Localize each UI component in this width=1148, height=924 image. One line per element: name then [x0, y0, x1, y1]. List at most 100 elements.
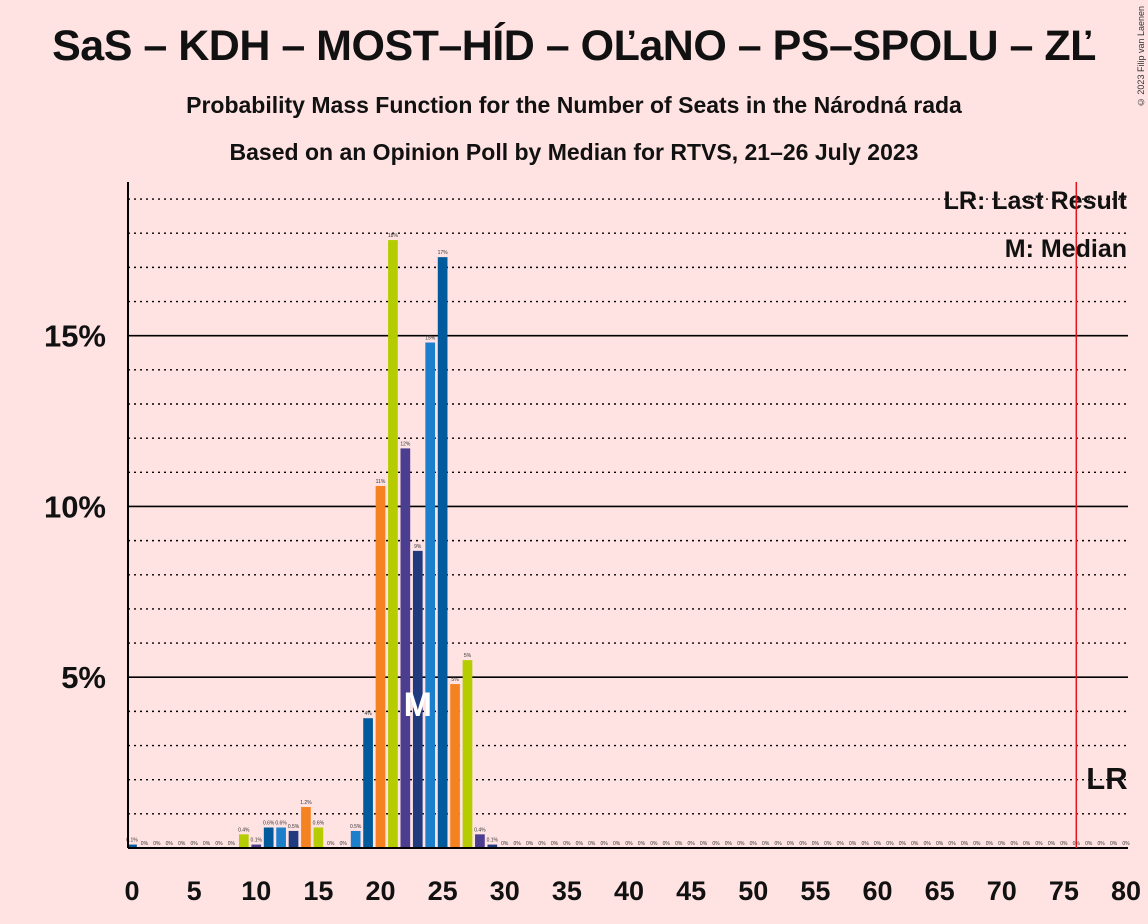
bar-label: 17%: [438, 250, 449, 256]
bar: [251, 844, 262, 848]
x-tick-label: 75: [1049, 876, 1079, 906]
y-tick-label: 10%: [44, 489, 106, 524]
bar-label: 0%: [1011, 841, 1019, 847]
bar: [276, 827, 286, 848]
bar-label: 12%: [400, 441, 411, 447]
bar-label: 0%: [712, 841, 720, 847]
x-tick-label: 50: [738, 876, 768, 906]
x-axis-ticks: 0 5 10 15 20 25 30 35 40 45 50 55 60 65 70 75 80: [124, 876, 1141, 906]
bar-label: 0%: [812, 841, 820, 847]
bar-label: 0%: [948, 841, 956, 847]
bar-label: 0%: [998, 841, 1006, 847]
bar-label: 0%: [228, 841, 236, 847]
bar-label: 0%: [774, 841, 782, 847]
bar-label: 0.4%: [474, 827, 486, 833]
x-tick-label: 45: [676, 876, 706, 906]
bar-label: 0%: [625, 841, 633, 847]
chart-subtitle-source: Based on an Opinion Poll by Median for R…: [229, 139, 919, 165]
last-result-label: LR: [1086, 761, 1127, 796]
x-tick-label: 35: [552, 876, 582, 906]
bar: [363, 718, 373, 848]
bar-label: 0%: [215, 841, 223, 847]
x-tick-label: 40: [614, 876, 644, 906]
bar: [437, 257, 448, 849]
y-tick-label: 15%: [44, 319, 106, 354]
bar: [412, 550, 423, 848]
bar-label: 0%: [1035, 841, 1043, 847]
bar-label: 4%: [364, 711, 372, 717]
bar: [313, 827, 324, 848]
bar-label: 0%: [986, 841, 994, 847]
bar-label: 0%: [1122, 841, 1130, 847]
legend-entry: M: Median: [1005, 235, 1127, 263]
x-tick-label: 70: [987, 876, 1017, 906]
bar-label: 0%: [514, 841, 522, 847]
bar-label: 0%: [824, 841, 832, 847]
bar-label: 15%: [425, 336, 436, 342]
x-tick-label: 55: [800, 876, 830, 906]
bar: [375, 485, 386, 848]
bar: [301, 807, 311, 848]
bar-label: 0%: [340, 841, 348, 847]
bar-label: 0%: [973, 841, 981, 847]
bar-label: 0.5%: [288, 824, 300, 830]
y-axis-ticks: 5% 10% 15%: [44, 319, 106, 696]
bar-label: 0%: [1085, 841, 1093, 847]
bar-label: 0%: [191, 841, 199, 847]
bar-label: 0%: [1060, 841, 1068, 847]
bar: [425, 342, 436, 848]
bar-label: 18%: [388, 233, 399, 239]
x-tick-label: 80: [1111, 876, 1141, 906]
bar: [462, 660, 473, 848]
legend-entry: LR: Last Result: [944, 187, 1128, 215]
bar-label: 0%: [787, 841, 795, 847]
bar-label: 0%: [638, 841, 646, 847]
bar-label: 0.1%: [126, 838, 138, 844]
bar-label: 5%: [464, 653, 472, 659]
legend: LR: Last Result M: Median: [944, 187, 1128, 263]
bar-label: 0%: [141, 841, 149, 847]
bar-label: 0%: [911, 841, 919, 847]
bar-label: 0%: [762, 841, 770, 847]
bar-series: [127, 240, 498, 849]
bar-label: 0%: [1048, 841, 1056, 847]
bar-label: 0%: [725, 841, 733, 847]
axes: [127, 182, 1128, 849]
bar-label: 0%: [203, 841, 211, 847]
bar-label: 0%: [861, 841, 869, 847]
bar-label: 11%: [376, 479, 386, 485]
bar-label: 0%: [153, 841, 161, 847]
bar-label: 0%: [899, 841, 907, 847]
bar-label: 9%: [414, 544, 422, 550]
bar-label: 0.1%: [487, 838, 499, 844]
bar-label: 0%: [650, 841, 658, 847]
bar: [350, 830, 361, 848]
x-tick-label: 60: [862, 876, 892, 906]
bar-label: 0%: [924, 841, 932, 847]
bar-label: 0%: [700, 841, 708, 847]
bar-label: 0%: [501, 841, 509, 847]
x-tick-label: 5: [187, 876, 202, 906]
bar-label: 0%: [576, 841, 584, 847]
chart-title: SaS – KDH – MOST–HÍD – OĽaNO – PS–SPOLU …: [52, 22, 1096, 70]
bar: [288, 830, 299, 848]
bar: [388, 240, 398, 849]
bar-label: 1.2%: [300, 800, 312, 806]
bar-label: 0%: [961, 841, 969, 847]
bar: [487, 844, 498, 848]
x-tick-label: 15: [303, 876, 333, 906]
bar-label: 0.6%: [313, 821, 325, 827]
bar-label: 0.6%: [263, 821, 275, 827]
bar: [400, 448, 411, 848]
bar-label: 0%: [613, 841, 621, 847]
x-tick-label: 20: [365, 876, 395, 906]
bar-label: 0%: [538, 841, 546, 847]
bar-label: 0%: [551, 841, 559, 847]
bar-label: 0%: [1110, 841, 1118, 847]
bar: [238, 834, 249, 848]
bar-label: 0%: [178, 841, 186, 847]
bar-label: 0%: [675, 841, 683, 847]
bar-label: 0%: [750, 841, 758, 847]
bar-label: 0.5%: [350, 824, 362, 830]
